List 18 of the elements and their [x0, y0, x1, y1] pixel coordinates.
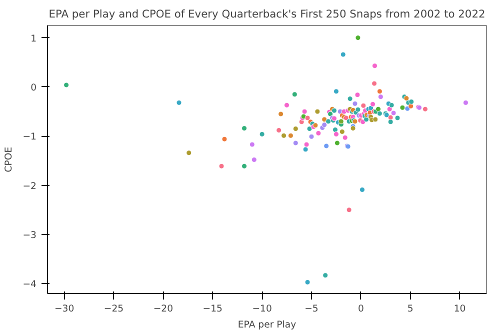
- x-tick-label: 5: [407, 304, 414, 314]
- x-tick-label: −10: [252, 304, 272, 314]
- y-axis-title: CPOE: [4, 146, 15, 172]
- chart-title: EPA per Play and CPOE of Every Quarterback's First 250 Snaps from 2002 to 2022: [48, 8, 486, 20]
- x-tick-label: −25: [104, 304, 124, 314]
- x-tick-label: −30: [54, 304, 74, 314]
- x-axis-title: EPA per Play: [238, 320, 297, 330]
- x-tick-label: 10: [454, 304, 466, 314]
- x-tick-label: −15: [202, 304, 223, 314]
- y-tick-label: −3: [22, 230, 37, 241]
- x-tick-label: −20: [153, 304, 174, 314]
- y-tick-label: 0: [30, 82, 37, 94]
- y-tick-label: −2: [22, 180, 37, 192]
- y-tick-label: −4: [22, 279, 37, 290]
- y-tick-label: −1: [22, 132, 37, 143]
- x-tick-label: 0: [358, 304, 364, 314]
- x-tick-label: −5: [304, 304, 318, 314]
- y-tick-label: 1: [30, 33, 37, 44]
